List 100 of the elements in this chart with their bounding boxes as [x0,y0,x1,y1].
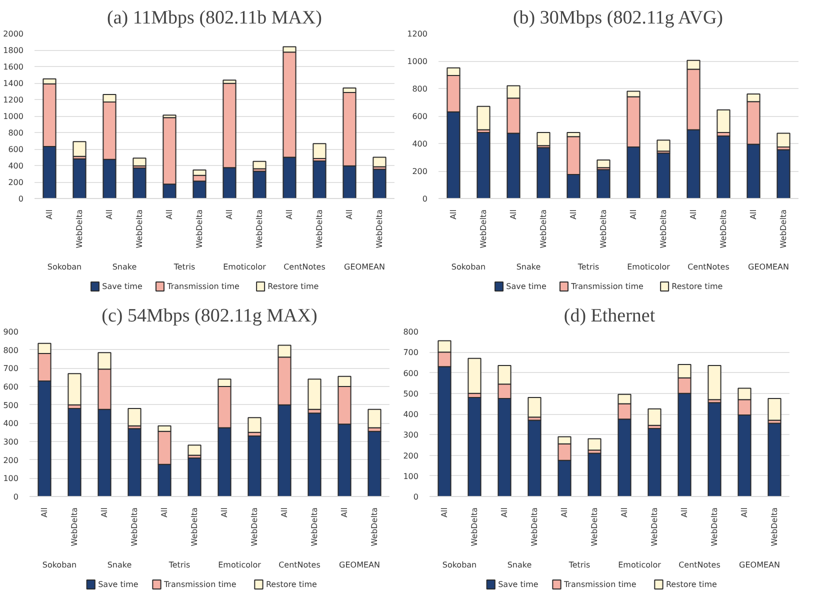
bar [188,458,202,496]
y-tick-label: 2000 [3,30,24,38]
x-tick-label: WebDelta [255,209,264,248]
bar [768,398,782,421]
text: CentNotes [278,560,320,570]
bar [128,428,142,496]
bar [368,430,382,496]
text: GEOMEAN [344,262,385,272]
bar [708,402,722,496]
x-tick-label: WebDelta [130,507,139,546]
text: Snake [507,560,532,570]
bar [72,141,86,157]
text: Snake [112,262,137,272]
bar [776,149,790,198]
y-tick-label: 400 [412,140,428,148]
x-tick-label: WebDelta [539,209,548,248]
bar [368,408,382,428]
y-tick-label: 600 [8,145,24,154]
bar [308,378,322,410]
legend-label: Transmission time [166,282,240,291]
bar [716,109,730,133]
legend-label: Restore time [666,580,718,589]
x-tick-label: All [160,507,169,518]
legend-label: Save time [506,282,546,291]
legend-label: Save time [102,282,142,291]
x-tick-label: WebDelta [75,209,84,248]
y-tick-label: 0 [13,492,19,502]
x-tick-label: WebDelta [195,209,204,248]
x-tick-label: All [500,507,509,518]
x-tick-label: WebDelta [250,507,259,546]
bar [248,417,262,433]
bar [588,438,602,451]
text: GEOMEAN [748,262,789,272]
text: GEOMEAN [739,560,780,570]
y-tick-label: 300 [3,438,19,446]
y-tick-label: 0 [18,194,24,204]
y-tick-label: 600 [403,368,419,378]
x-tick-label: WebDelta [530,507,539,546]
x-tick-label: All [280,507,289,518]
x-tick-label: WebDelta [719,209,728,248]
bar [656,152,670,198]
legend-label: Transmission time [162,580,236,589]
y-tick-label: 200 [8,178,24,187]
bar [476,106,490,130]
chart-title: (b) 30Mbps (802.11g AVG) [512,8,724,28]
x-tick-label: WebDelta [70,507,79,546]
y-tick-label: 500 [403,389,419,398]
text: Sokoban [47,262,82,272]
x-tick-label: All [629,209,638,220]
x-tick-label: All [340,507,349,518]
x-tick-label: All [749,209,758,220]
x-tick-label: All [509,209,518,220]
text: CentNotes [688,262,730,272]
y-tick-label: 500 [3,400,19,410]
y-tick-label: 800 [3,346,19,355]
legend-label: Save time [498,580,538,589]
bar [312,143,326,159]
legend-label: Restore time [266,580,318,589]
x-tick-label: All [220,507,229,518]
y-tick-label: 400 [8,162,24,170]
text: Emoticolor [627,262,671,272]
x-tick-label: All [45,209,54,220]
x-tick-label: WebDelta [370,507,379,546]
x-tick-label: All [560,507,569,518]
bar [132,167,146,198]
x-tick-label: All [40,507,49,518]
bar [528,397,542,418]
chart-title: (a) 11Mbps (802.11b MAX) [107,8,322,28]
y-tick-label: 600 [412,112,428,121]
text: Sokoban [42,560,77,570]
x-tick-label: WebDelta [479,209,488,248]
bar [68,408,82,496]
text: CentNotes [678,560,720,570]
y-tick-label: 300 [403,430,419,440]
text: Snake [516,262,541,272]
text: Tetris [568,560,590,570]
x-tick-label: All [689,209,698,220]
y-tick-label: 700 [3,364,19,374]
x-tick-label: WebDelta [315,209,324,248]
y-tick-label: 800 [403,328,419,336]
bar [476,132,490,198]
bar [536,147,550,198]
text: Sokoban [451,262,486,272]
text: Tetris [576,262,600,272]
x-tick-label: All [680,507,689,518]
x-tick-label: WebDelta [135,209,144,248]
bar [252,160,266,170]
text: Tetris [172,262,196,272]
text: Tetris [168,560,190,570]
y-tick-label: 200 [3,456,19,465]
bar [68,373,82,406]
y-tick-label: 700 [403,348,419,358]
bar [768,422,782,496]
chart-title: (d) Ethernet [564,306,656,326]
bar [372,156,386,168]
y-tick-label: 800 [8,128,24,138]
text: Emoticolor [223,262,267,272]
x-tick-label: WebDelta [710,507,719,546]
x-tick-label: WebDelta [659,209,668,248]
legend-label: Save time [98,580,138,589]
